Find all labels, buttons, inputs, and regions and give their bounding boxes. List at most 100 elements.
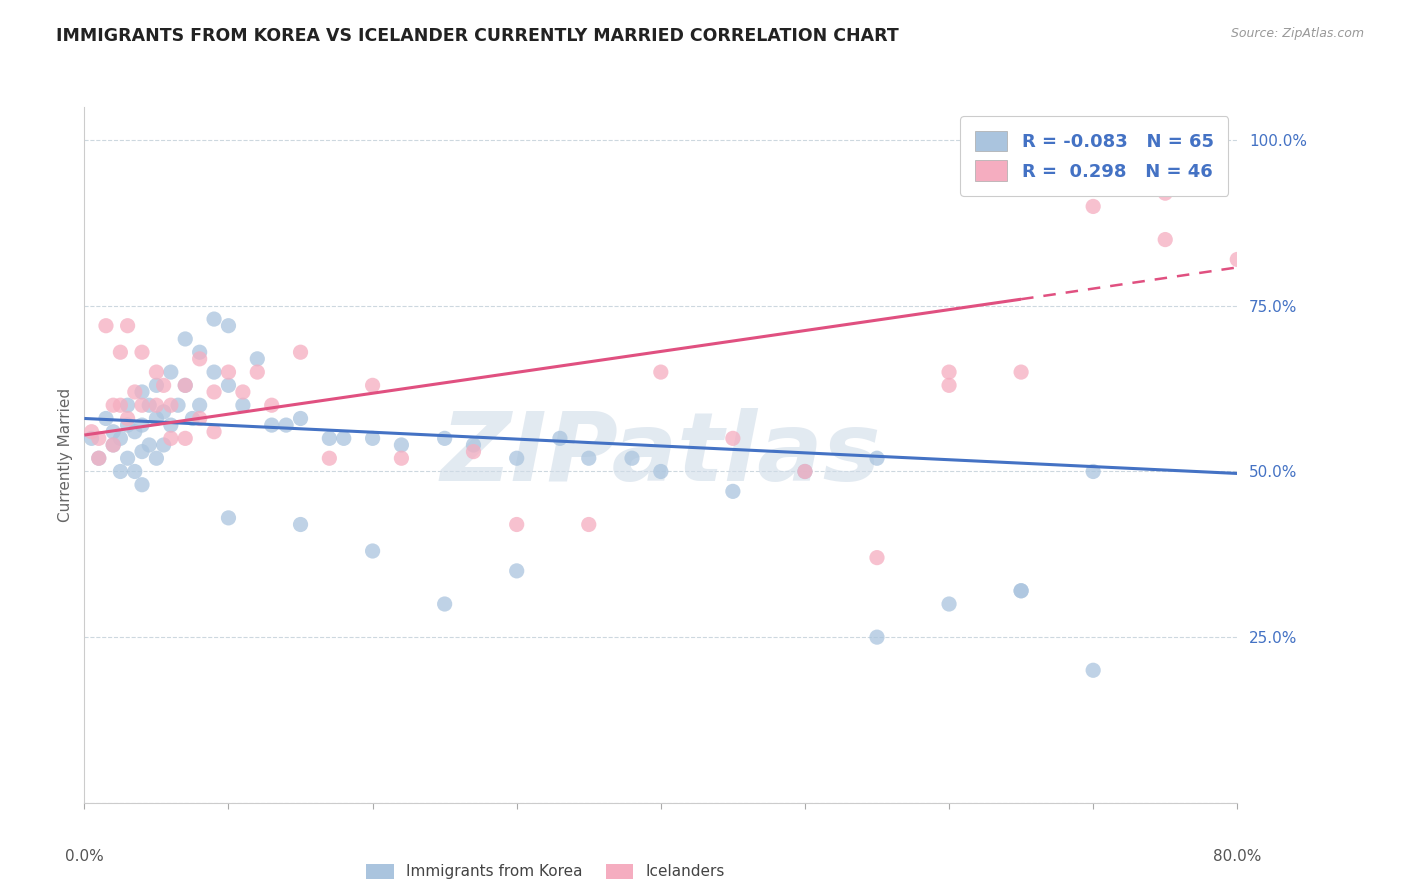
Point <box>433 431 456 445</box>
Point <box>117 451 139 466</box>
Point <box>1010 583 1032 598</box>
Point <box>866 550 889 565</box>
Point <box>188 398 211 412</box>
Point <box>938 365 960 379</box>
Point <box>145 398 167 412</box>
Point <box>274 418 298 433</box>
Point <box>131 398 153 412</box>
Point <box>793 465 815 479</box>
Point <box>202 425 225 439</box>
Point <box>145 451 167 466</box>
Point <box>938 597 960 611</box>
Point <box>217 365 239 379</box>
Point <box>94 318 117 333</box>
Point <box>217 378 239 392</box>
Point <box>463 444 485 458</box>
Point <box>1010 583 1032 598</box>
Point <box>202 384 225 399</box>
Point <box>1154 186 1177 201</box>
Point <box>232 398 254 412</box>
Point <box>188 345 211 359</box>
Point <box>174 332 197 346</box>
Point <box>131 444 153 458</box>
Point <box>578 517 600 532</box>
Point <box>938 378 960 392</box>
Point <box>1010 365 1032 379</box>
Legend: Immigrants from Korea, Icelanders: Immigrants from Korea, Icelanders <box>360 857 731 886</box>
Point <box>866 451 889 466</box>
Y-axis label: Currently Married: Currently Married <box>58 388 73 522</box>
Text: IMMIGRANTS FROM KOREA VS ICELANDER CURRENTLY MARRIED CORRELATION CHART: IMMIGRANTS FROM KOREA VS ICELANDER CURRE… <box>56 27 898 45</box>
Point <box>110 431 132 445</box>
Point <box>131 418 153 433</box>
Point <box>202 365 225 379</box>
Point <box>131 345 153 359</box>
Point <box>124 465 146 479</box>
Point <box>260 398 283 412</box>
Point <box>290 517 312 532</box>
Point <box>866 630 889 644</box>
Point <box>463 438 485 452</box>
Point <box>391 451 413 466</box>
Point <box>117 318 139 333</box>
Point <box>103 438 124 452</box>
Point <box>217 511 239 525</box>
Text: ZIPatlas: ZIPatlas <box>440 409 882 501</box>
Point <box>1226 252 1249 267</box>
Point <box>361 378 384 392</box>
Point <box>174 378 197 392</box>
Point <box>793 465 815 479</box>
Point <box>124 384 146 399</box>
Point <box>621 451 644 466</box>
Point <box>174 378 197 392</box>
Point <box>103 425 124 439</box>
Point <box>145 378 167 392</box>
Point <box>202 312 225 326</box>
Point <box>1081 465 1104 479</box>
Point <box>361 544 384 558</box>
Point <box>650 465 672 479</box>
Point <box>650 365 672 379</box>
Point <box>391 438 413 452</box>
Point <box>138 398 160 412</box>
Text: 0.0%: 0.0% <box>65 849 104 864</box>
Point <box>152 378 174 392</box>
Point <box>110 345 132 359</box>
Point <box>160 398 183 412</box>
Point <box>103 398 124 412</box>
Point <box>152 438 174 452</box>
Point <box>318 431 340 445</box>
Point <box>721 431 744 445</box>
Point <box>80 425 103 439</box>
Point <box>131 384 153 399</box>
Point <box>152 405 174 419</box>
Point <box>87 431 110 445</box>
Point <box>131 477 153 491</box>
Point <box>246 365 269 379</box>
Point <box>332 431 354 445</box>
Point <box>167 398 190 412</box>
Point <box>174 431 197 445</box>
Point <box>506 451 529 466</box>
Point <box>87 451 110 466</box>
Point <box>160 365 183 379</box>
Point <box>94 411 117 425</box>
Point <box>110 398 132 412</box>
Point <box>188 351 211 366</box>
Point <box>160 418 183 433</box>
Point <box>80 431 103 445</box>
Point <box>433 597 456 611</box>
Point <box>290 411 312 425</box>
Point <box>361 431 384 445</box>
Point <box>1154 233 1177 247</box>
Point <box>188 411 211 425</box>
Point <box>160 431 183 445</box>
Point <box>318 451 340 466</box>
Point <box>246 351 269 366</box>
Point <box>138 438 160 452</box>
Point <box>117 411 139 425</box>
Point <box>145 411 167 425</box>
Point <box>110 465 132 479</box>
Point <box>117 398 139 412</box>
Point <box>506 564 529 578</box>
